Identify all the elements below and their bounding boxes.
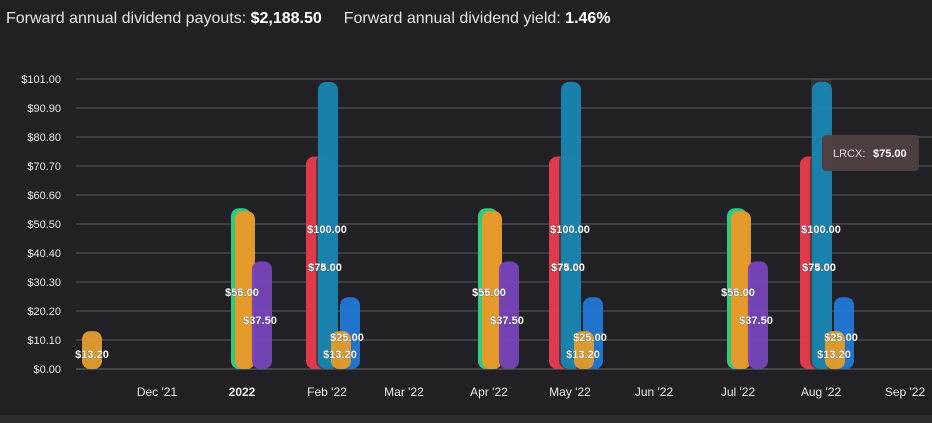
y-tick-label: $0.00 bbox=[33, 364, 61, 376]
bar-value-label: $37.50 bbox=[490, 315, 524, 327]
bar-purple[interactable] bbox=[748, 261, 768, 369]
bar-value-label: $55.00 bbox=[225, 287, 259, 299]
y-tick-label: $101.00 bbox=[21, 74, 61, 86]
bar-value-label: $13.20 bbox=[817, 349, 851, 361]
x-tick-label: Sep '22 bbox=[885, 385, 926, 399]
x-tick-label: Mar '22 bbox=[384, 385, 424, 399]
y-tick-label: $60.60 bbox=[27, 190, 61, 202]
forward-payouts-label: Forward annual dividend payouts: bbox=[6, 10, 247, 27]
y-tick-label: $50.50 bbox=[27, 219, 61, 231]
bar-value-label: $100.00 bbox=[801, 224, 841, 236]
bar-orange[interactable] bbox=[82, 331, 102, 369]
bar-value-label: $100.00 bbox=[550, 224, 590, 236]
bar-value-label: $55.00 bbox=[472, 287, 506, 299]
x-tick-label: Jun '22 bbox=[635, 385, 674, 399]
bar-value-label: $74.00 bbox=[308, 262, 342, 274]
bar-value-label: $75.00 bbox=[308, 262, 342, 274]
bar-amber[interactable] bbox=[235, 211, 255, 369]
forward-payouts-value: $2,188.50 bbox=[250, 10, 322, 27]
bar-value-label: $56.00 bbox=[225, 287, 259, 299]
bar-orange[interactable] bbox=[825, 331, 845, 369]
x-tick-label: Feb '22 bbox=[307, 385, 347, 399]
x-tick-label: May '22 bbox=[549, 385, 591, 399]
dividend-summary: Forward annual dividend payouts: $2,188.… bbox=[6, 9, 611, 29]
bar-value-label: $56.00 bbox=[721, 287, 755, 299]
bar-value-label: $25.00 bbox=[573, 332, 607, 344]
x-tick-label: Dec '21 bbox=[137, 385, 178, 399]
tooltip-ticker: LRCX: bbox=[833, 148, 865, 160]
y-tick-label: $20.20 bbox=[27, 306, 61, 318]
y-tick-label: $80.80 bbox=[27, 132, 61, 144]
bar-value-label: $56.00 bbox=[472, 287, 506, 299]
bar-value-label: $100.00 bbox=[307, 224, 347, 236]
bar-value-label: $75.00 bbox=[802, 262, 836, 274]
y-tick-label: $40.40 bbox=[27, 248, 61, 260]
bar-teal[interactable] bbox=[561, 81, 581, 370]
bar-value-label: $74.00 bbox=[802, 262, 836, 274]
forward-yield-label: Forward annual dividend yield: bbox=[343, 10, 561, 27]
chart-bottom-strip bbox=[0, 415, 932, 423]
bar-value-label: $74.00 bbox=[551, 262, 585, 274]
y-tick-label: $90.90 bbox=[27, 103, 61, 115]
chart-tooltip bbox=[822, 135, 919, 171]
y-tick-label: $30.30 bbox=[27, 277, 61, 289]
bar-value-label: $37.50 bbox=[243, 315, 277, 327]
y-tick-label: $10.10 bbox=[27, 335, 61, 347]
x-tick-label: 2022 bbox=[229, 385, 256, 399]
bar-purple[interactable] bbox=[252, 261, 272, 369]
bar-value-label: $13.20 bbox=[75, 349, 109, 361]
y-tick-label: $70.70 bbox=[27, 161, 61, 173]
x-tick-label: Jul '22 bbox=[721, 385, 756, 399]
bar-value-label: $25.00 bbox=[824, 332, 858, 344]
bar-value-label: $25.00 bbox=[330, 332, 364, 344]
bar-teal[interactable] bbox=[318, 81, 338, 370]
bar-value-label: $13.20 bbox=[323, 349, 357, 361]
bar-value-label: $75.00 bbox=[551, 262, 585, 274]
bar-value-label: $55.00 bbox=[721, 287, 755, 299]
x-tick-label: Apr '22 bbox=[470, 385, 508, 399]
forward-yield-value: 1.46% bbox=[565, 10, 611, 27]
bar-orange[interactable] bbox=[331, 331, 351, 369]
x-tick-label: Aug '22 bbox=[801, 385, 842, 399]
tooltip-value: $75.00 bbox=[873, 148, 907, 160]
bar-amber[interactable] bbox=[731, 211, 751, 369]
bar-value-label: $37.50 bbox=[739, 315, 773, 327]
bar-purple[interactable] bbox=[499, 261, 519, 369]
bar-value-label: $13.20 bbox=[566, 349, 600, 361]
bar-amber[interactable] bbox=[482, 211, 502, 369]
bar-orange[interactable] bbox=[574, 331, 594, 369]
